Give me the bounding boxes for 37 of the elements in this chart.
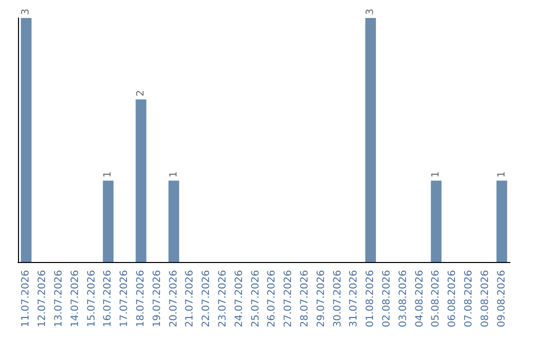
x-tick-label: 12.07.2026 xyxy=(37,270,48,328)
x-tick-label: 14.07.2026 xyxy=(70,270,81,328)
x-tick-label: 16.07.2026 xyxy=(102,270,114,328)
x-tick-label: 22.07.2026 xyxy=(201,270,212,328)
x-tick-label: 06.08.2026 xyxy=(447,270,458,328)
x-tick-label: 25.07.2026 xyxy=(250,270,262,328)
x-tick-label: 28.07.2026 xyxy=(300,270,310,328)
data-label: 1 xyxy=(102,171,114,178)
data-label: 1 xyxy=(430,171,442,178)
x-tick-label: 08.08.2026 xyxy=(480,270,491,328)
x-tick-label: 04.08.2026 xyxy=(414,270,426,328)
data-label: 1 xyxy=(496,171,508,178)
x-tick-label: 15.07.2026 xyxy=(86,270,98,328)
x-tick-label: 30.07.2026 xyxy=(332,270,344,328)
x-tick-label: 02.08.2026 xyxy=(382,270,392,328)
x-tick-label: 03.08.2026 xyxy=(398,270,409,328)
x-tick-label: 05.08.2026 xyxy=(430,270,442,328)
x-tick-label: 20.07.2026 xyxy=(168,270,180,328)
x-tick-label: 07.08.2026 xyxy=(464,270,474,328)
x-tick-label: 24.07.2026 xyxy=(234,270,245,328)
x-tick-label: 01.08.2026 xyxy=(365,270,376,328)
x-tick-label: 11.07.2026 xyxy=(20,270,32,328)
x-tick-label: 18.07.2026 xyxy=(136,270,146,328)
x-tick-label: 23.07.2026 xyxy=(218,270,228,328)
x-tick-label: 26.07.2026 xyxy=(266,270,278,328)
x-tick-label: 31.07.2026 xyxy=(348,270,360,328)
data-label: 3 xyxy=(20,8,32,15)
x-tick-label: 19.07.2026 xyxy=(152,270,163,328)
x-tick-label: 29.07.2026 xyxy=(316,270,327,328)
data-label: 1 xyxy=(168,171,180,178)
x-tick-label: 27.07.2026 xyxy=(283,270,294,328)
data-label: 2 xyxy=(136,90,146,96)
x-tick-label: 17.07.2026 xyxy=(119,270,130,328)
x-tick-label: 09.08.2026 xyxy=(496,270,508,328)
x-tick-label: 21.07.2026 xyxy=(184,270,196,328)
x-tick-label: 13.07.2026 xyxy=(54,270,64,328)
data-label: 3 xyxy=(365,8,376,15)
